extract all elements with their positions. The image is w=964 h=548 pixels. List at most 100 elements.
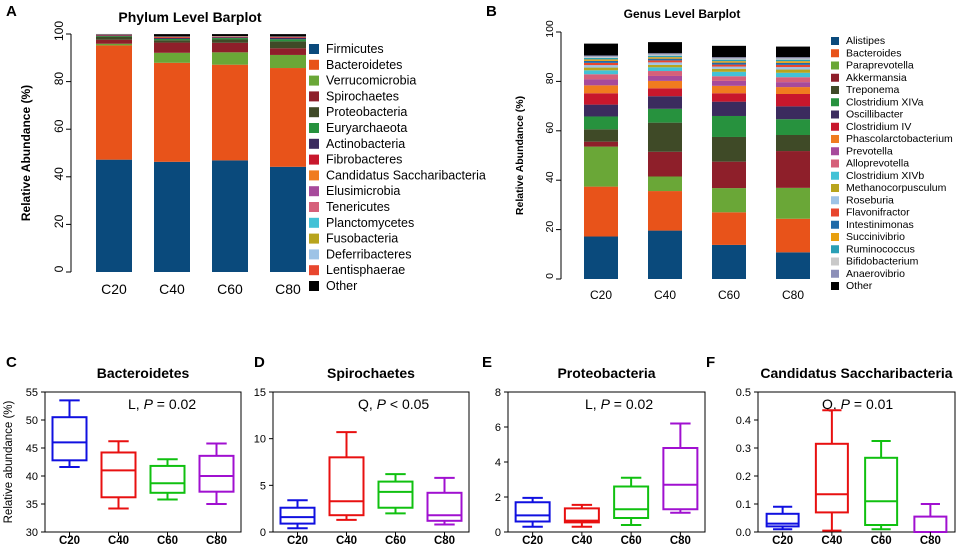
box-c20	[51, 399, 88, 469]
y-tick-label: 35	[26, 499, 38, 511]
legend-swatch	[831, 110, 839, 119]
bar-segment-firmicutes	[270, 166, 306, 272]
legend-label: Clostridium XIVb	[846, 170, 924, 182]
chart-title: Bacteroidetes	[97, 365, 190, 381]
legend-label: Alloprevotella	[846, 158, 909, 170]
box-c40	[328, 431, 365, 521]
bar-segment-other	[776, 46, 810, 58]
stat-test-label: L,	[585, 396, 601, 412]
panel-c-chart: Bacteroidetes 30 35 40 45 50 55 Relative abunda…	[3, 365, 242, 547]
bar-segment-euryarchaeota	[96, 35, 132, 37]
bar-segment-ruminococcus	[648, 55, 682, 58]
bar-segment-fibrobacteres	[270, 37, 306, 38]
bar-segment-oscillibacter	[712, 101, 746, 116]
bar-segment-clostridium-iv	[584, 93, 618, 105]
y-tick-label: 50	[26, 415, 38, 427]
legend-label: Verrucomicrobia	[326, 74, 416, 88]
bar-segment-methanocorpusculum	[776, 69, 810, 73]
box-c60	[864, 440, 899, 531]
y-tick-label: 60	[544, 122, 556, 134]
y-tick-label: 0.0	[736, 527, 751, 539]
y-tick-label: 80	[52, 72, 66, 86]
bar-segment-clostridium-xivb	[776, 72, 810, 78]
box-c40	[563, 503, 600, 528]
box-c20	[765, 505, 800, 531]
legend-swatch	[309, 44, 319, 54]
box-c80	[198, 442, 235, 505]
bar-segment-intestinimonas	[584, 60, 618, 63]
y-tick-label: 8	[495, 387, 501, 399]
legend-swatch	[831, 269, 839, 278]
x-tick-label: C20	[772, 535, 793, 547]
box-c20	[514, 496, 551, 528]
bar-segment-akkermansia	[648, 151, 682, 177]
bar-segment-actinobacteria	[154, 38, 190, 39]
box-c60	[613, 476, 650, 526]
bar-segment-bacteroides	[776, 218, 810, 253]
legend-label: Oscillibacter	[846, 109, 904, 121]
y-tick-label: 10	[254, 434, 266, 446]
bar-segment-alloprevotella	[776, 77, 810, 83]
panel-letter-b: B	[486, 3, 497, 20]
y-tick-label: 0.1	[736, 499, 751, 511]
bar-segment-other	[584, 43, 618, 56]
chart-title: Genus Level Barplot	[624, 7, 741, 21]
bar-segment-verrucomicrobia	[96, 43, 132, 46]
plot-frame	[507, 391, 706, 533]
box-iqr	[149, 464, 186, 494]
box-iqr	[514, 501, 551, 523]
bar-segment-phascolarctobacterium	[648, 80, 682, 89]
x-tick-label: C60	[157, 535, 178, 547]
box-c80	[662, 422, 699, 514]
legend-swatch	[831, 208, 839, 217]
bar-segment-succinivibrio	[712, 61, 746, 63]
legend-label: Paraprevotella	[846, 60, 914, 72]
legend-swatch	[309, 59, 319, 70]
stat-test-label: Q,	[358, 396, 377, 412]
legend-swatch	[831, 184, 839, 192]
legend-label: Euryarchaeota	[326, 121, 407, 135]
bar-segment-prevotella	[584, 79, 618, 86]
legend-label: Bifidobacterium	[846, 256, 919, 268]
y-tick-label: 0	[52, 265, 66, 272]
x-tick-label: C60	[871, 535, 892, 547]
legend-swatch	[309, 186, 319, 197]
y-axis-label: Relative abundance (%)	[3, 400, 15, 523]
legend-label: Flavonifractor	[846, 207, 910, 219]
p-value: < 0.05	[386, 396, 429, 412]
bar-segment-flavonifractor	[776, 64, 810, 68]
legend-label: Other	[326, 279, 357, 293]
bar-segment-alloprevotella	[712, 76, 746, 81]
x-tick-label: C20	[522, 535, 543, 547]
bar-segment-euryarchaeota	[212, 38, 248, 40]
bar-segment-euryarchaeota	[270, 39, 306, 42]
box-iqr	[613, 485, 650, 519]
legend-swatch	[831, 245, 839, 254]
x-tick-label: C40	[654, 288, 676, 302]
bar-segment-ruminococcus	[584, 57, 618, 60]
legend-swatch	[309, 233, 319, 244]
bar-segment-spirochaetes	[96, 39, 132, 44]
bar-segment-clostridium-iv	[648, 88, 682, 97]
legend-swatch	[831, 220, 839, 229]
y-axis-label: Relative Abundance (%)	[514, 96, 526, 215]
legend-swatch	[831, 171, 839, 180]
p-value: = 0.01	[850, 396, 893, 412]
legend-swatch	[309, 123, 319, 133]
y-tick-label: 30	[26, 527, 38, 539]
legend-label: Tenericutes	[326, 200, 390, 214]
bar-segment-intestinimonas	[712, 62, 746, 65]
bar-segment-proteobacteria	[270, 41, 306, 49]
legend-swatch	[309, 249, 319, 260]
box-c20	[279, 499, 316, 530]
x-tick-label: C20	[59, 535, 80, 547]
box-iqr	[864, 456, 899, 526]
legend-label: Lentisphaerae	[326, 263, 405, 277]
legend-label: Treponema	[846, 84, 899, 96]
box-iqr	[563, 507, 600, 524]
bar-segment-intestinimonas	[648, 58, 682, 61]
bar-segment-spirochaetes	[154, 42, 190, 53]
bar-segment-firmicutes	[96, 159, 132, 272]
legend-label: Methanocorpusculum	[846, 182, 947, 194]
plot-frame	[272, 391, 470, 533]
